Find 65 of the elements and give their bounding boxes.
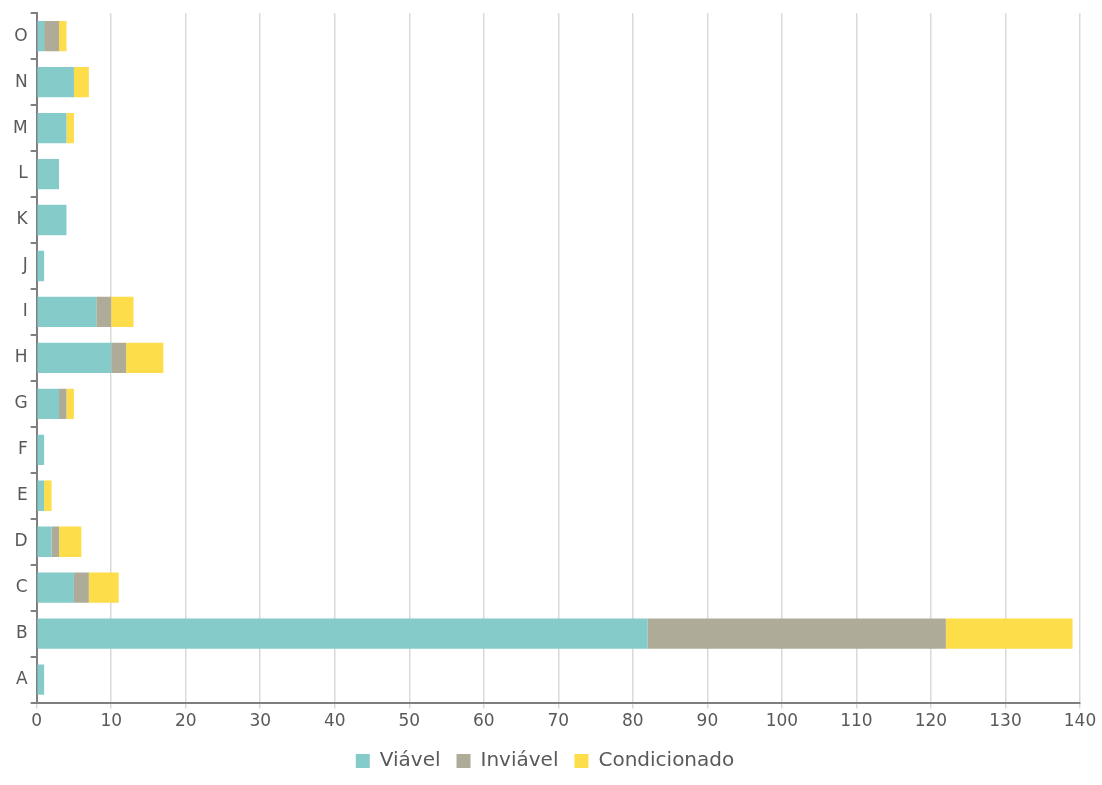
bar [37, 112, 67, 144]
bar [126, 342, 164, 374]
bar [37, 388, 60, 420]
y-tick-label: D [14, 530, 28, 551]
x-tick-label: 120 [914, 710, 948, 731]
bar [73, 66, 89, 98]
y-tick-label: K [16, 208, 29, 229]
y-tick-label: B [16, 622, 28, 643]
bar [111, 342, 127, 374]
x-tick-label: 90 [696, 710, 719, 731]
bar [37, 342, 112, 374]
bar [51, 526, 60, 557]
bar [88, 572, 119, 603]
y-tick-label: C [15, 576, 28, 597]
bar [96, 296, 112, 328]
bar [111, 296, 134, 328]
x-tick-label: 100 [765, 710, 799, 731]
y-tick-label: G [14, 392, 28, 413]
y-tick-label: E [16, 484, 28, 505]
bar [37, 572, 74, 603]
bar [37, 21, 45, 52]
bar [37, 618, 648, 649]
bar [647, 618, 946, 649]
bar [73, 572, 89, 603]
x-tick-label: 60 [472, 710, 495, 731]
bar [44, 480, 52, 511]
bar [37, 250, 45, 282]
y-tick-label: L [18, 162, 29, 183]
y-tick-label: M [13, 116, 28, 137]
x-tick-label: 20 [174, 710, 197, 731]
bar [37, 526, 52, 557]
bar [37, 204, 67, 236]
bar [37, 158, 60, 190]
y-tick-label: J [21, 254, 28, 275]
bar [66, 388, 74, 420]
x-tick-label: 0 [31, 710, 43, 731]
x-tick-label: 50 [398, 710, 421, 731]
bar [59, 388, 67, 420]
legend-label: Condicionado [598, 747, 735, 772]
bar [59, 526, 82, 557]
x-tick-label: 110 [840, 710, 873, 731]
legend-label: Inviável [480, 747, 559, 772]
bar [945, 618, 1073, 649]
bar [37, 480, 45, 511]
x-tick-label: 30 [249, 710, 272, 731]
x-tick-label: 140 [1063, 710, 1097, 731]
x-tick-label: 80 [622, 710, 644, 731]
bar [59, 21, 67, 52]
y-tick-label: N [14, 70, 28, 91]
legend-label: Viável [379, 747, 441, 772]
y-tick-label: I [22, 300, 28, 321]
y-tick-label: A [16, 668, 29, 689]
bar [37, 664, 45, 695]
y-tick-label: F [17, 438, 28, 459]
bar [66, 112, 74, 144]
y-tick-label: H [14, 346, 28, 367]
x-tick-label: 10 [100, 710, 123, 731]
bar [37, 434, 45, 465]
x-tick-label: 130 [989, 710, 1022, 731]
bar [37, 296, 97, 328]
y-tick-label: O [14, 24, 28, 45]
bar [37, 66, 74, 98]
bar [44, 21, 60, 52]
x-tick-label: 70 [547, 710, 570, 731]
x-tick-label: 40 [323, 710, 346, 731]
